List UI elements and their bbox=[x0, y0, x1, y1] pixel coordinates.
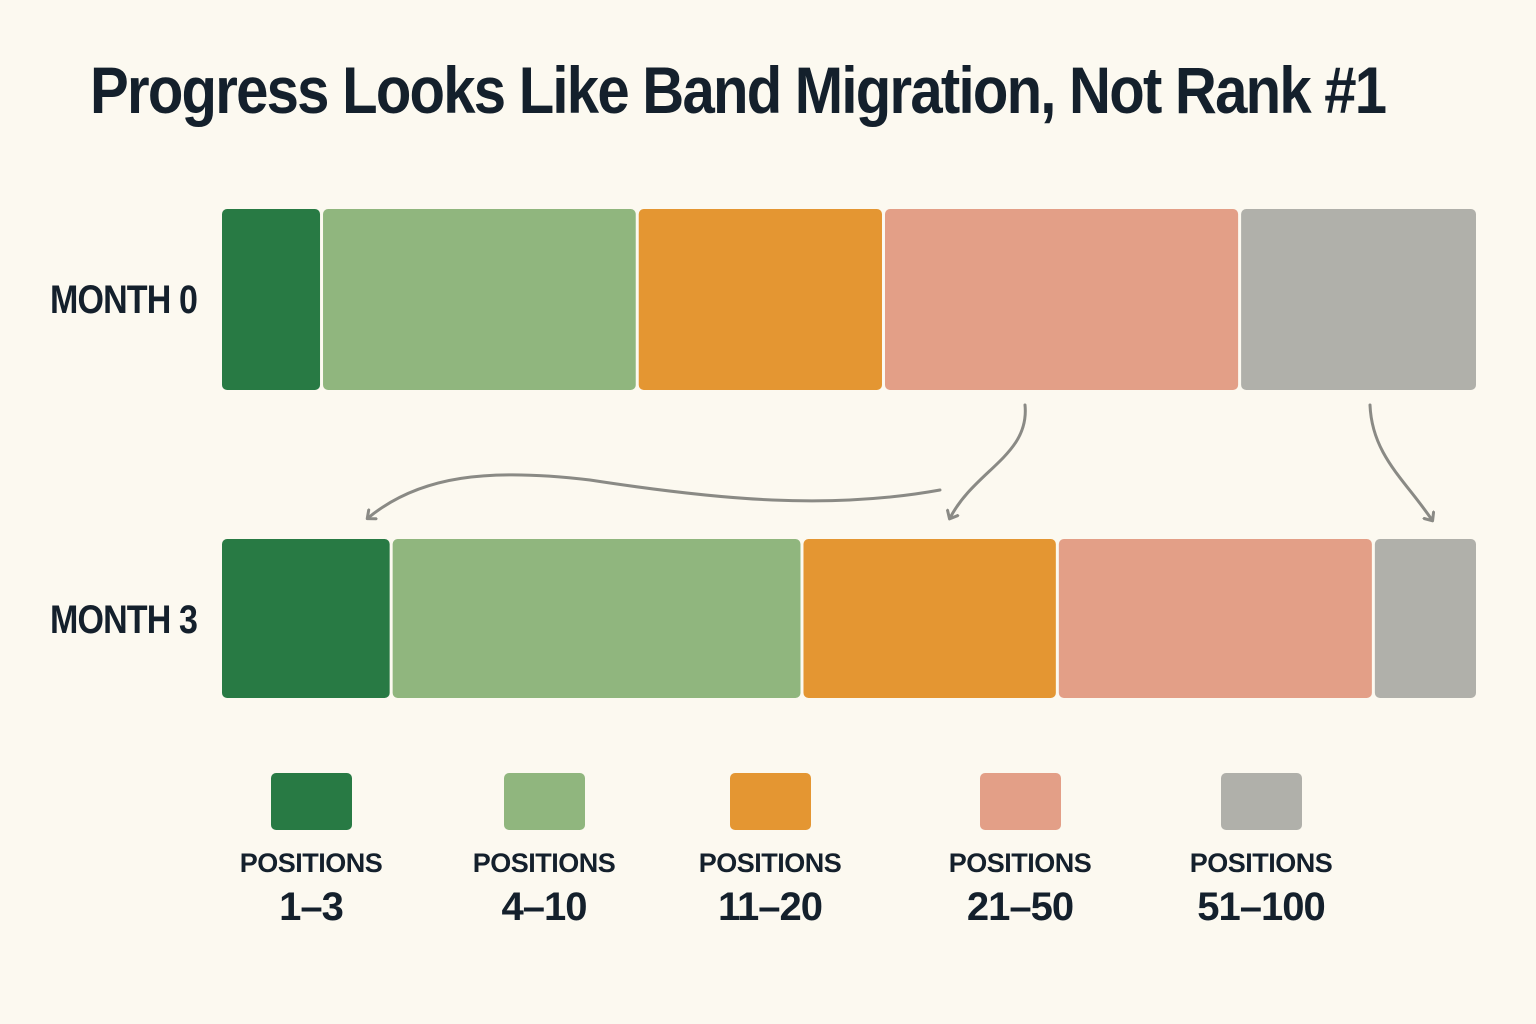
legend-label-range: 4–10 bbox=[501, 885, 588, 929]
bar-segment-row1-series2 bbox=[803, 539, 1056, 698]
legend-swatch bbox=[270, 773, 352, 830]
bar-segment-row1-series3 bbox=[1058, 539, 1372, 698]
chart-title: Progress Looks Like Band Migration, Not … bbox=[90, 53, 1387, 127]
legend-item: POSITIONS 11–20 bbox=[670, 773, 870, 930]
bar-segment-row0-series1 bbox=[323, 209, 636, 390]
legend-swatch bbox=[979, 773, 1061, 830]
legend-label-prefix: POSITIONS bbox=[472, 848, 616, 878]
legend-label-range: 11–20 bbox=[717, 885, 823, 929]
legend-swatch bbox=[503, 773, 585, 830]
bar-segment-row0-series0 bbox=[222, 209, 321, 390]
legend-swatch bbox=[729, 773, 811, 830]
migration-arrow-to-mid-band bbox=[950, 403, 1027, 518]
bar-segment-row1-series4 bbox=[1374, 539, 1476, 698]
row-label-month-3: MONTH 3 bbox=[50, 598, 198, 642]
legend-label-range: 21–50 bbox=[966, 885, 1074, 929]
migration-arrow-to-last-band bbox=[1368, 403, 1432, 520]
legend-label-prefix: POSITIONS bbox=[1189, 848, 1333, 878]
legend-label-prefix: POSITIONS bbox=[698, 848, 842, 878]
migration-arrow-to-top-band bbox=[368, 473, 942, 518]
bar-segment-row1-series0 bbox=[222, 539, 390, 698]
legend-label-prefix: POSITIONS bbox=[239, 848, 383, 878]
legend-label-range: 1–3 bbox=[279, 885, 344, 929]
legend-item: POSITIONS 1–3 bbox=[211, 773, 411, 930]
legend-label-prefix: POSITIONS bbox=[948, 848, 1092, 878]
bar-segment-row0-series2 bbox=[638, 209, 882, 390]
row-label-month-0: MONTH 0 bbox=[50, 278, 198, 322]
bar-segment-row0-series4 bbox=[1241, 209, 1476, 390]
legend-swatch bbox=[1220, 773, 1302, 830]
bar-segment-row0-series3 bbox=[884, 209, 1239, 390]
legend-label-range: 51–100 bbox=[1197, 885, 1325, 929]
legend-item: POSITIONS 4–10 bbox=[444, 773, 644, 930]
legend-item: POSITIONS 51–100 bbox=[1161, 773, 1361, 930]
legend-item: POSITIONS 21–50 bbox=[920, 773, 1120, 930]
bar-segment-row1-series1 bbox=[392, 539, 801, 698]
